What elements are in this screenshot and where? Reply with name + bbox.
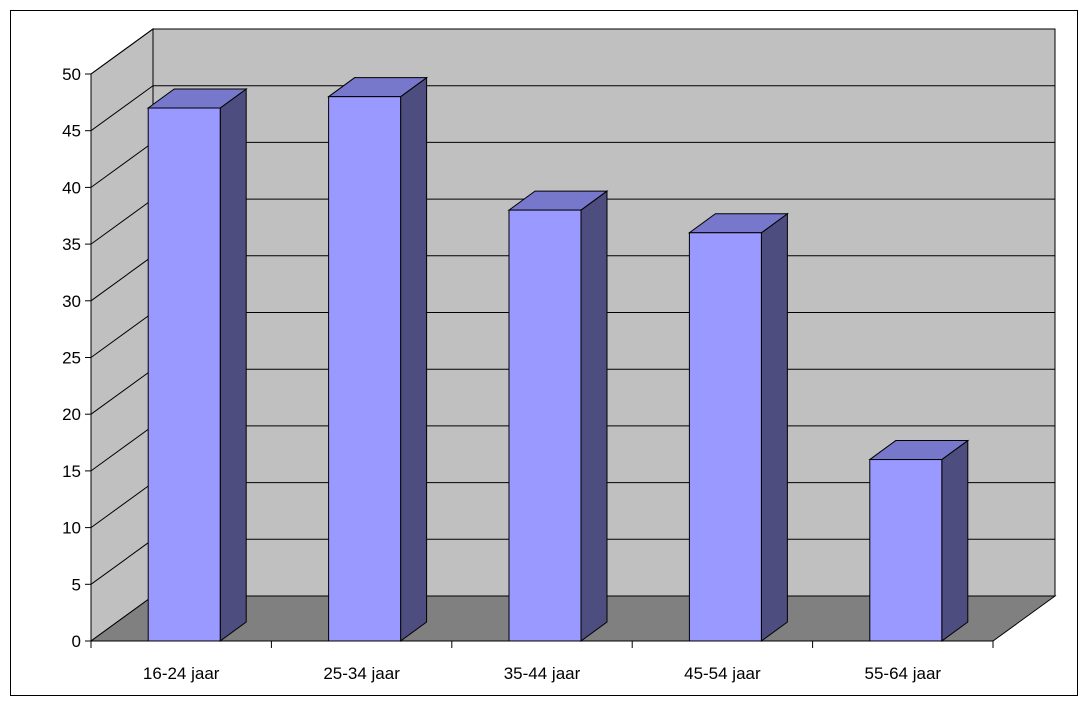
y-tick-label: 25 <box>62 349 81 368</box>
y-tick-label: 0 <box>72 632 81 651</box>
bar-front <box>147 107 221 642</box>
bar-front <box>688 232 762 642</box>
bar <box>868 439 970 642</box>
x-category-label: 35-44 jaar <box>504 664 581 683</box>
bar-front <box>869 459 943 642</box>
y-tick-label: 45 <box>62 122 81 141</box>
y-tick-label: 15 <box>62 462 81 481</box>
bar-chart: 0 5 10 15 20 25 30 35 40 45 50 16-24 jaar 25-34 jaa… <box>62 28 1057 683</box>
bar <box>507 190 609 642</box>
bar-side <box>941 439 969 642</box>
x-category-label: 16-24 jaar <box>143 664 220 683</box>
y-axis-ticks: 0 5 10 15 20 25 30 35 40 45 50 <box>62 65 91 651</box>
chart-frame: 0 5 10 15 20 25 30 35 40 45 50 16-24 jaar 25-34 jaa… <box>10 10 1078 696</box>
bar <box>327 76 429 642</box>
bars <box>146 76 970 642</box>
bar-side <box>219 88 247 642</box>
x-category-label: 25-34 jaar <box>323 664 400 683</box>
y-tick-label: 35 <box>62 235 81 254</box>
y-tick-label: 20 <box>62 405 81 424</box>
x-category-label: 45-54 jaar <box>684 664 761 683</box>
bar-front <box>508 209 582 642</box>
bar <box>687 212 789 642</box>
x-category-label: 55-64 jaar <box>865 664 942 683</box>
y-tick-label: 10 <box>62 519 81 538</box>
gridline <box>90 85 1055 132</box>
y-tick-label: 50 <box>62 65 81 84</box>
y-tick-label: 40 <box>62 178 81 197</box>
gridline <box>90 28 1055 75</box>
y-tick-label: 5 <box>72 575 81 594</box>
bar <box>146 88 248 642</box>
bar-side <box>580 190 608 642</box>
bar-side <box>400 76 428 642</box>
x-axis-labels: 16-24 jaar 25-34 jaar 35-44 jaar 45-54 jaar… <box>143 664 941 683</box>
bar-side <box>760 212 788 642</box>
bar-front <box>328 96 402 642</box>
y-tick-label: 30 <box>62 292 81 311</box>
